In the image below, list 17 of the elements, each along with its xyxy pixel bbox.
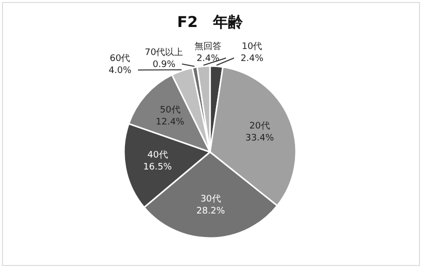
slice-label: 40代 xyxy=(147,150,168,161)
chart-title: F2 年齢 xyxy=(177,13,244,31)
data-label: 16.5% xyxy=(143,162,172,173)
slice-label: 10代 xyxy=(242,41,262,52)
data-label: 2.4% xyxy=(196,54,220,64)
slice-label: 50代 xyxy=(160,104,180,116)
data-label: 12.4% xyxy=(156,118,185,128)
data-label: 33.4% xyxy=(245,134,274,144)
slice-label: 30代 xyxy=(200,193,221,204)
slice-label: 70代以上 xyxy=(144,47,184,58)
data-label: 0.9% xyxy=(152,60,176,70)
data-label: 2.4% xyxy=(240,54,264,64)
slice-label: 20代 xyxy=(249,120,270,132)
slice-label: 無回答 xyxy=(194,41,222,52)
slice-label: 60代 xyxy=(110,53,130,64)
data-label: 4.0% xyxy=(108,66,132,76)
data-label: 28.2% xyxy=(196,206,226,216)
